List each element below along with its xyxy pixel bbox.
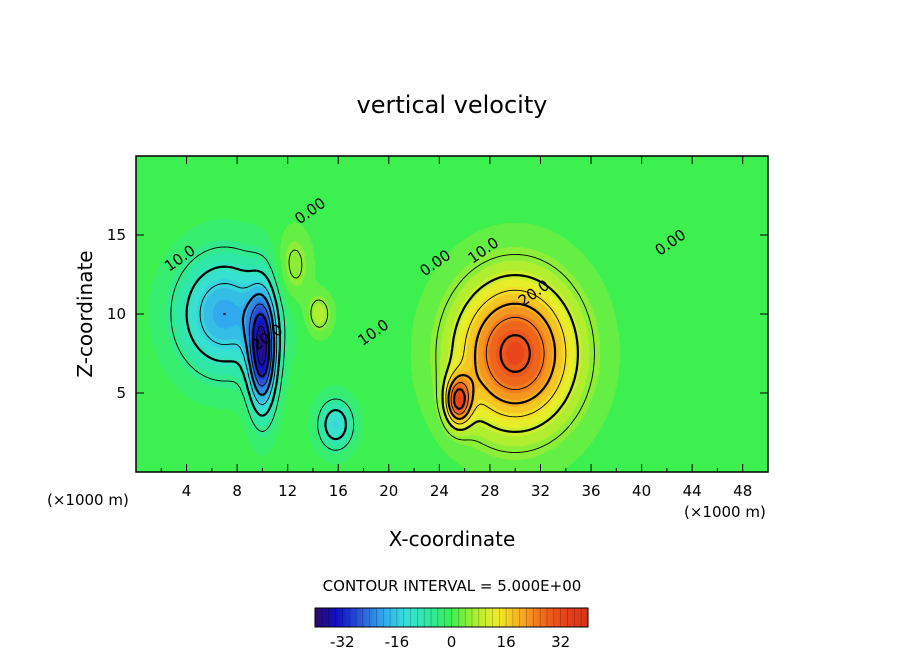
x-tick-label: 28 — [480, 482, 499, 500]
x-tick-label: 32 — [531, 482, 550, 500]
x-tick-label: 44 — [683, 482, 702, 500]
contour-level — [255, 325, 267, 366]
colorbar-frame — [314, 607, 589, 628]
contour-level — [251, 313, 271, 378]
y-axis: 5 10 15 — [107, 226, 768, 402]
y-axis-label: Z-coordinate — [73, 250, 97, 377]
colorbar-tick-label: 32 — [551, 633, 570, 651]
contour-level — [185, 265, 347, 441]
contour-lines — [170, 246, 595, 453]
plot-area — [136, 156, 768, 472]
y-tick-label: 15 — [107, 226, 126, 244]
x-axis-label: X-coordinate — [389, 527, 516, 551]
contour-level — [223, 292, 276, 397]
colorbar-tick-label: -16 — [385, 633, 410, 651]
x-tick-label: 16 — [329, 482, 348, 500]
x-tick-label: 24 — [430, 482, 449, 500]
x-axis: 4 8 12 16 20 24 28 32 36 40 44 48 — [160, 156, 752, 500]
x-tick-label: 40 — [632, 482, 651, 500]
contour-level — [170, 246, 355, 451]
contour-level — [445, 289, 567, 425]
y-tick-label: 10 — [107, 305, 126, 323]
x-unit-left: (×1000 m) — [47, 491, 129, 509]
contour-level — [288, 249, 595, 453]
contour-level — [447, 302, 557, 421]
contour-level — [453, 334, 531, 411]
x-tick-label: 48 — [733, 482, 752, 500]
colorbar-tick-label: -32 — [330, 633, 355, 651]
contour-level — [450, 316, 545, 415]
colorbar: -32 -16 0 16 32 — [314, 607, 589, 651]
colorbar-divisions — [321, 608, 582, 627]
contour-level — [199, 283, 278, 406]
contour-level — [248, 303, 273, 387]
contour-interval-text: CONTOUR INTERVAL = 5.000E+00 — [323, 577, 582, 595]
velocity-field-image — [136, 156, 768, 472]
x-tick-label: 20 — [379, 482, 398, 500]
y-tick-label: 5 — [116, 384, 126, 402]
x-tick-label: 12 — [278, 482, 297, 500]
colorbar-ticks: -32 -16 0 16 32 — [330, 633, 570, 651]
colorbar-tick-label: 0 — [447, 633, 457, 651]
contour-level — [441, 274, 579, 433]
colorbar-tick-label: 16 — [497, 633, 516, 651]
colorbar-fill — [315, 608, 588, 627]
x-unit-right: (×1000 m) — [684, 503, 766, 521]
chart-title: vertical velocity — [357, 91, 548, 119]
x-tick-label: 8 — [232, 482, 242, 500]
x-tick-label: 4 — [182, 482, 192, 500]
x-tick-label: 36 — [581, 482, 600, 500]
